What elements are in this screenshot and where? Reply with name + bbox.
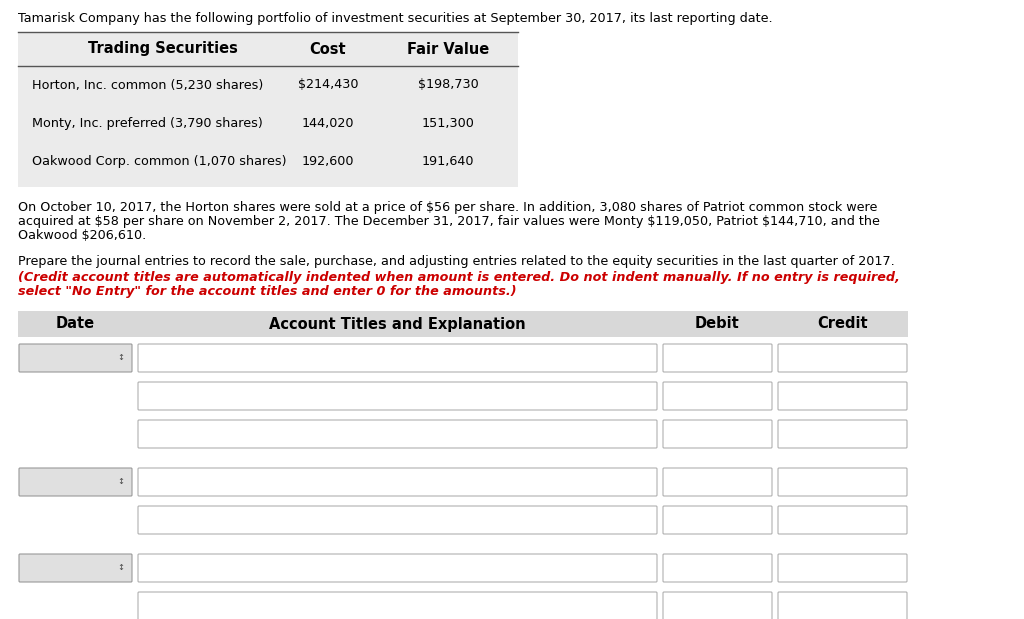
FancyBboxPatch shape [778,554,907,582]
FancyBboxPatch shape [778,468,907,496]
FancyBboxPatch shape [663,420,772,448]
Bar [18,311,908,337]
FancyBboxPatch shape [778,382,907,410]
Text: Monty, Inc. preferred (3,790 shares): Monty, Inc. preferred (3,790 shares) [32,116,263,129]
Text: Oakwood $206,610.: Oakwood $206,610. [18,229,146,242]
Text: Prepare the journal entries to record the sale, purchase, and adjusting entries : Prepare the journal entries to record th… [18,255,895,268]
Text: Credit: Credit [817,316,867,332]
Text: acquired at $58 per share on November 2, 2017. The December 31, 2017, fair value: acquired at $58 per share on November 2,… [18,215,880,228]
Text: Tamarisk Company has the following portfolio of investment securities at Septemb: Tamarisk Company has the following portf… [18,12,773,25]
Text: Date: Date [56,316,95,332]
Text: ↕: ↕ [118,477,125,487]
FancyBboxPatch shape [138,468,657,496]
FancyBboxPatch shape [138,554,657,582]
FancyBboxPatch shape [778,344,907,372]
FancyBboxPatch shape [663,344,772,372]
Text: Fair Value: Fair Value [407,41,489,56]
Text: Debit: Debit [695,316,740,332]
Text: Horton, Inc. common (5,230 shares): Horton, Inc. common (5,230 shares) [32,79,263,92]
Text: Account Titles and Explanation: Account Titles and Explanation [269,316,525,332]
Text: Oakwood Corp. common (1,070 shares): Oakwood Corp. common (1,070 shares) [32,155,287,168]
FancyBboxPatch shape [138,592,657,619]
Text: $198,730: $198,730 [418,79,478,92]
Text: select "No Entry" for the account titles and enter 0 for the amounts.): select "No Entry" for the account titles… [18,285,517,298]
Text: $214,430: $214,430 [298,79,358,92]
FancyBboxPatch shape [663,592,772,619]
FancyBboxPatch shape [663,382,772,410]
FancyBboxPatch shape [778,506,907,534]
FancyBboxPatch shape [19,468,132,496]
Text: 144,020: 144,020 [302,116,354,129]
Text: (Credit account titles are automatically indented when amount is entered. Do not: (Credit account titles are automatically… [18,271,900,284]
Text: 192,600: 192,600 [302,155,354,168]
Text: 151,300: 151,300 [422,116,474,129]
FancyBboxPatch shape [138,344,657,372]
FancyBboxPatch shape [663,468,772,496]
FancyBboxPatch shape [138,506,657,534]
Text: ↕: ↕ [118,353,125,363]
Text: ↕: ↕ [118,563,125,573]
Bar [18,32,518,187]
FancyBboxPatch shape [663,506,772,534]
Text: On October 10, 2017, the Horton shares were sold at a price of $56 per share. In: On October 10, 2017, the Horton shares w… [18,201,878,214]
Text: Trading Securities: Trading Securities [88,41,238,56]
FancyBboxPatch shape [138,382,657,410]
FancyBboxPatch shape [778,592,907,619]
Text: 191,640: 191,640 [422,155,474,168]
Text: Cost: Cost [309,41,346,56]
FancyBboxPatch shape [778,420,907,448]
FancyBboxPatch shape [138,420,657,448]
FancyBboxPatch shape [19,344,132,372]
FancyBboxPatch shape [663,554,772,582]
FancyBboxPatch shape [19,554,132,582]
